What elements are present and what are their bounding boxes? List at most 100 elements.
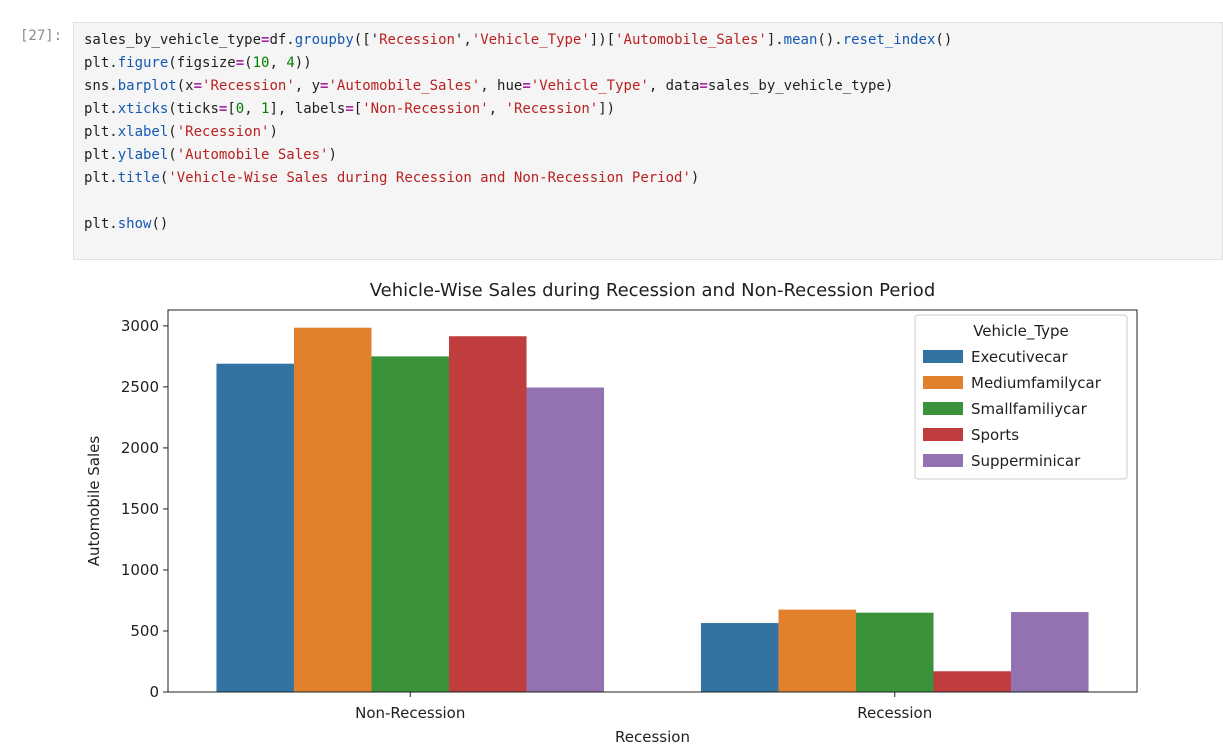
x-axis-label: Recession: [615, 728, 690, 746]
code-line: sales_by_vehicle_type=df.groupby(['Reces…: [84, 29, 952, 52]
code-token: 4: [286, 55, 295, 71]
code-token: ',: [454, 32, 472, 48]
code-token: title: [117, 170, 160, 186]
y-axis-label: Automobile Sales: [85, 436, 103, 567]
code-token: df.: [269, 32, 295, 48]
code-token: reset_index: [842, 32, 936, 48]
code-token: [: [353, 101, 363, 117]
code-lines: sales_by_vehicle_type=df.groupby(['Reces…: [84, 29, 952, 236]
legend-swatch: [923, 376, 963, 389]
code-token: groupby: [294, 32, 354, 48]
code-token: =: [235, 55, 245, 71]
code-token: =: [261, 32, 270, 48]
code-token: plt.: [84, 55, 118, 71]
bar-executivecar: [216, 363, 294, 692]
code-token: =: [193, 78, 203, 94]
code-token: 'Vehicle_Type': [530, 78, 649, 94]
bar-executivecar: [700, 623, 779, 692]
legend-entry: Supperminicar: [971, 452, 1081, 470]
code-token: 'Non-Recession': [362, 101, 489, 117]
code-token: mean: [783, 32, 818, 48]
code-token: 1: [261, 101, 270, 117]
code-token: figure: [117, 55, 169, 71]
code-token: xlabel: [117, 124, 169, 140]
code-token: ([': [353, 32, 380, 48]
bar-chart: Vehicle-Wise Sales during Recession and …: [85, 280, 1138, 746]
chart-title: Vehicle-Wise Sales during Recession and …: [370, 280, 936, 301]
code-token: )): [294, 55, 312, 71]
cell-prompt: [27]:: [20, 28, 63, 44]
code-token: (: [168, 124, 177, 140]
code-token: (figsize: [168, 55, 236, 71]
code-token: =: [522, 78, 531, 94]
y-tick-label: 500: [130, 622, 159, 640]
code-token: 'Vehicle_Type': [471, 32, 590, 48]
legend-entry: Mediumfamilycar: [971, 374, 1102, 392]
code-line: plt.ylabel('Automobile Sales'): [84, 144, 952, 167]
x-tick-label: Recession: [857, 704, 932, 722]
code-token: plt.: [84, 124, 118, 140]
x-tick-label: Non-Recession: [355, 704, 465, 722]
code-token: , hue: [480, 78, 523, 94]
legend-box: [914, 314, 1128, 480]
code-token: sales_by_vehicle_type: [84, 32, 262, 48]
y-tick-label: 2000: [121, 439, 159, 457]
code-token: 'Vehicle-Wise Sales during Recession and…: [168, 170, 691, 186]
code-token: barplot: [117, 78, 177, 94]
code-token: (: [244, 55, 253, 71]
code-line: plt.xticks(ticks=[0, 1], labels=['Non-Re…: [84, 98, 952, 121]
code-token: (: [168, 147, 177, 163]
bar-sports: [933, 671, 1012, 692]
code-line: plt.show(): [84, 213, 952, 236]
code-token: ])[: [589, 32, 616, 48]
code-token: (ticks: [168, 101, 219, 117]
code-token: 'Recession': [176, 124, 270, 140]
code-line: plt.figure(figsize=(10, 4)): [84, 52, 952, 75]
code-token: Recession: [379, 32, 455, 48]
code-token: 'Automobile Sales': [176, 147, 329, 163]
code-line: plt.xlabel('Recession'): [84, 121, 952, 144]
legend-entry: Sports: [971, 426, 1019, 444]
code-line: sns.barplot(x='Recession', y='Automobile…: [84, 75, 952, 98]
code-token: , data: [648, 78, 700, 94]
code-token: 'Automobile_Sales': [328, 78, 481, 94]
code-token: =: [345, 101, 354, 117]
code-token: ): [328, 147, 337, 163]
code-line: [84, 190, 952, 213]
y-tick-label: 0: [149, 683, 159, 701]
code-token: 0: [235, 101, 245, 117]
legend-title: Vehicle_Type: [973, 322, 1069, 341]
bar-mediumfamilycar: [778, 609, 856, 692]
code-token: , y: [294, 78, 321, 94]
code-token: ,: [244, 101, 262, 117]
bar-sports: [449, 336, 527, 692]
code-token: xticks: [117, 101, 169, 117]
code-token: ,: [269, 55, 287, 71]
code-token: 'Recession': [505, 101, 599, 117]
bar-supperminicar: [1011, 612, 1089, 692]
code-token: (: [159, 170, 169, 186]
code-token: ,: [488, 101, 506, 117]
plot-frame: [167, 309, 1138, 693]
y-tick-label: 1000: [121, 561, 159, 579]
bar-smallfamiliycar: [371, 356, 450, 692]
code-token: ylabel: [117, 147, 169, 163]
code-token: plt.: [84, 216, 118, 232]
code-token: ], labels: [269, 101, 346, 117]
code-token: plt.: [84, 147, 118, 163]
code-token: plt.: [84, 170, 118, 186]
code-token: sales_by_vehicle_type): [707, 78, 894, 94]
code-token: 'Recession': [202, 78, 295, 94]
code-token: (): [935, 32, 953, 48]
code-token: ]): [598, 101, 616, 117]
code-token: ): [269, 124, 278, 140]
code-token: ].: [766, 32, 784, 48]
code-token: sns.: [84, 78, 118, 94]
code-token: [: [227, 101, 236, 117]
legend-swatch: [923, 454, 963, 467]
code-editor[interactable]: sales_by_vehicle_type=df.groupby(['Reces…: [73, 22, 1223, 260]
legend-entry: Smallfamiliycar: [971, 400, 1088, 418]
legend-swatch: [923, 402, 963, 415]
code-token: (x: [176, 78, 194, 94]
cell-output: Vehicle-Wise Sales during Recession and …: [73, 268, 1223, 747]
